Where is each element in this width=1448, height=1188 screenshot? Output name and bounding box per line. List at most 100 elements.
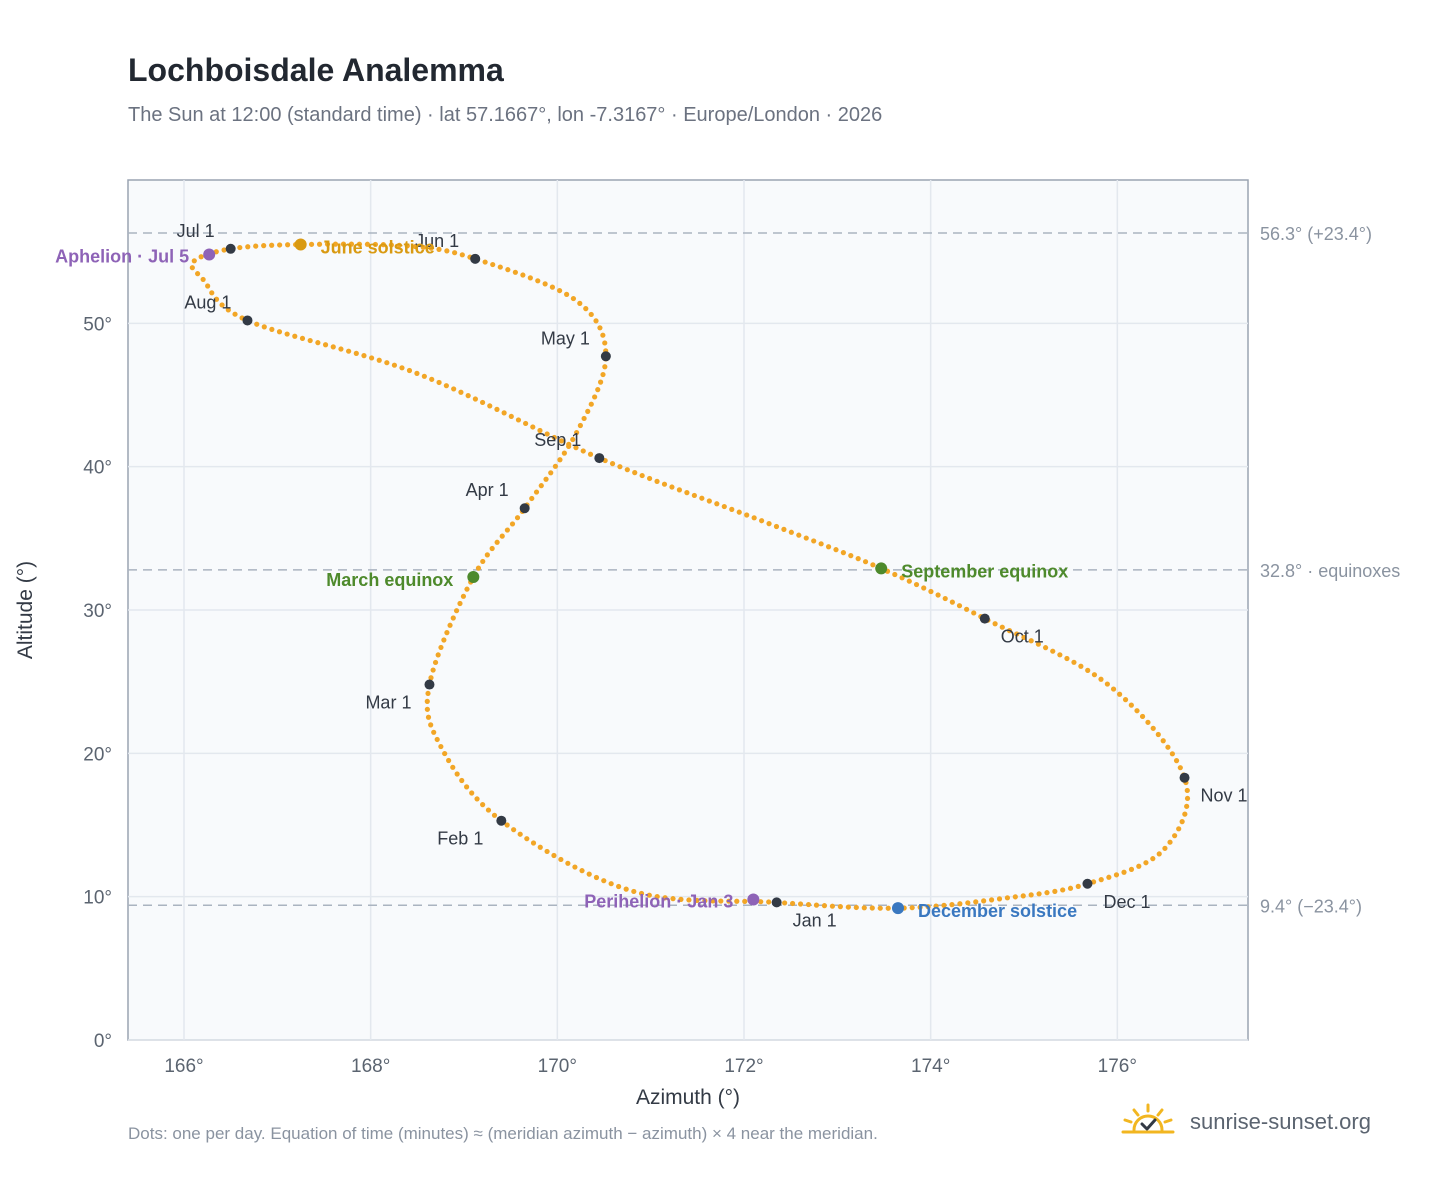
y-axis-ticks: 0° 10° 20° 30° 40° 50°: [83, 314, 112, 1052]
day-dot: [346, 348, 352, 354]
day-dot: [999, 624, 1005, 630]
day-dot: [425, 690, 431, 697]
brand[interactable]: sunrise-sunset.org: [1120, 1102, 1371, 1142]
day-dot: [1139, 713, 1146, 720]
day-dot: [581, 415, 587, 422]
month-label: May 1: [541, 328, 590, 348]
month-label: Nov 1: [1201, 786, 1248, 806]
day-dot: [751, 515, 757, 521]
day-dot: [475, 565, 482, 571]
day-dot: [558, 438, 565, 444]
day-dot: [261, 324, 267, 330]
x-tick-label: 168°: [351, 1056, 390, 1077]
day-dot: [729, 506, 735, 512]
day-dot: [1060, 887, 1066, 893]
day-dot: [789, 900, 796, 907]
day-dot: [414, 370, 420, 376]
day-dot: [598, 379, 604, 385]
month-marker: [242, 315, 253, 326]
day-dot: [773, 523, 780, 530]
day-dot: [442, 750, 448, 757]
day-dot: [237, 244, 243, 251]
day-dot: [189, 265, 195, 271]
day-dot: [601, 878, 607, 884]
y-axis-label: Altitude (°): [14, 561, 37, 659]
day-dot: [617, 464, 623, 470]
day-dot: [662, 895, 668, 901]
day-dot: [928, 588, 934, 595]
day-dot: [1021, 634, 1027, 640]
day-dot: [551, 852, 557, 859]
day-dot: [925, 904, 931, 910]
day-dot: [480, 558, 486, 565]
day-dot: [631, 888, 637, 895]
day-dot: [452, 250, 458, 256]
day-dot: [436, 246, 442, 252]
day-dot: [1184, 803, 1190, 809]
event-label: June solstice: [321, 238, 435, 258]
day-dot: [277, 242, 283, 248]
day-dot: [744, 512, 750, 518]
day-dot: [661, 481, 668, 487]
x-axis-label: Azimuth (°): [636, 1086, 740, 1109]
day-dot: [232, 311, 238, 317]
day-dot: [714, 501, 720, 507]
day-dot: [577, 300, 583, 306]
day-dot: [766, 899, 772, 905]
day-dot: [465, 393, 471, 399]
day-dot: [1006, 628, 1013, 634]
day-dot: [428, 675, 434, 681]
month-marker: [424, 679, 435, 690]
day-dot: [429, 376, 435, 382]
day-dot: [504, 527, 510, 533]
day-dot: [501, 410, 507, 416]
day-dot: [782, 900, 788, 906]
day-dot: [307, 337, 313, 344]
day-dot: [710, 898, 716, 904]
day-dot: [316, 241, 323, 247]
day-dot: [996, 896, 1003, 902]
day-dot: [833, 547, 839, 553]
day-dot: [803, 535, 809, 541]
day-dot: [205, 283, 211, 289]
day-dot: [548, 470, 554, 476]
day-dot: [588, 401, 594, 407]
chart-subtitle: The Sun at 12:00 (standard time) · lat 5…: [128, 104, 883, 126]
day-dot: [200, 276, 206, 283]
day-dot: [632, 470, 638, 476]
day-dot: [221, 247, 227, 253]
day-dot: [434, 736, 440, 743]
day-dot: [941, 902, 947, 908]
day-dot: [734, 898, 740, 904]
day-dot: [861, 905, 867, 911]
day-dot: [330, 344, 336, 350]
day-dot: [600, 332, 606, 338]
x-tick-label: 170°: [538, 1056, 577, 1077]
day-dot: [573, 445, 579, 451]
day-dot: [721, 503, 727, 510]
day-dot: [485, 807, 492, 813]
day-dot: [855, 556, 861, 562]
day-dot: [332, 241, 339, 247]
day-dot: [825, 544, 832, 550]
day-dot: [654, 478, 660, 484]
day-dot: [542, 281, 548, 287]
day-dot: [869, 905, 875, 911]
day-dot: [742, 898, 748, 904]
day-dot: [933, 903, 939, 909]
day-dot: [949, 599, 955, 605]
day-dot: [678, 896, 684, 902]
day-dot: [451, 386, 457, 392]
day-dot: [638, 890, 645, 897]
day-dot: [691, 492, 697, 499]
day-dot: [469, 790, 475, 796]
day-dot: [535, 278, 541, 284]
month-label: Jul 1: [177, 221, 215, 241]
day-dot: [538, 483, 544, 489]
month-label: Jun 1: [415, 231, 459, 251]
day-dot: [369, 355, 375, 361]
day-dot: [570, 436, 576, 443]
day-dot: [322, 342, 329, 348]
month-label: Apr 1: [466, 480, 509, 500]
day-dot: [489, 545, 495, 552]
